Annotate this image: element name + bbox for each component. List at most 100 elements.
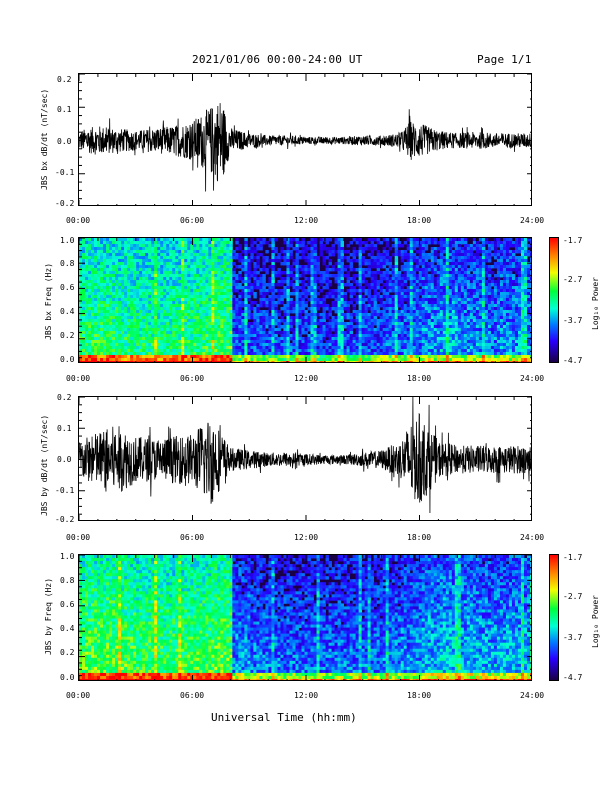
spectrogram-cell (163, 343, 167, 347)
spectrogram-cell (238, 355, 242, 359)
spectrogram-cell (127, 283, 131, 287)
spectrogram-cell (424, 286, 429, 290)
spectrogram-cell (160, 331, 164, 335)
spectrogram-cell (166, 361, 170, 362)
spectrogram-cell (238, 286, 242, 290)
spectrogram-cell (442, 298, 447, 302)
spectrogram-cell (139, 355, 143, 359)
spectrogram-cell (121, 310, 125, 314)
spectrogram-cell (319, 358, 323, 362)
spectrogram-cell (82, 292, 86, 296)
spectrogram-cell (304, 271, 308, 275)
spectrogram-cell (187, 325, 191, 329)
spectrogram-cell (457, 250, 462, 254)
spectrogram-cell (91, 298, 95, 302)
spectrogram-cell (346, 313, 350, 317)
spectrogram-cell (322, 286, 326, 290)
spectrogram-cell (202, 268, 206, 272)
spectrogram-cell (97, 322, 101, 326)
spectrogram-cell (352, 253, 357, 257)
spectrogram-cell (169, 322, 173, 326)
spectrogram-cell (244, 352, 248, 356)
spectrogram-cell (160, 343, 164, 347)
spectrogram-cell (139, 250, 143, 254)
spectrogram-cell (226, 286, 230, 290)
spectrogram-cell (394, 328, 399, 332)
spectrogram-cell (358, 328, 363, 332)
spectrogram-cell (400, 352, 405, 356)
spectrogram-cell (454, 316, 459, 320)
spectrogram-cell (238, 265, 242, 269)
spectrogram-cell (184, 250, 188, 254)
spectrogram-cell (295, 355, 299, 359)
spectrogram-cell (178, 334, 182, 338)
spectrogram-cell (121, 277, 125, 281)
spectrogram-cell (328, 328, 332, 332)
spectrogram-cell (160, 247, 164, 251)
spectrogram-cell (112, 292, 116, 296)
spectrogram-cell (181, 307, 185, 311)
spectrogram-cell (439, 271, 444, 275)
spectrogram-cell (148, 286, 152, 290)
spectrogram-cell (277, 283, 281, 287)
spectrogram-cell (391, 271, 396, 275)
spectrogram-cell (136, 325, 140, 329)
spectrogram-cell (142, 274, 146, 278)
spectrogram-cell (106, 253, 110, 257)
spectrogram-cell (310, 334, 314, 338)
spectrogram-cell (166, 259, 170, 263)
spectrogram-cell (175, 361, 179, 362)
spectrogram-cell (208, 244, 212, 248)
spectrogram-cell (283, 289, 287, 293)
spectrogram-cell (343, 325, 347, 329)
spectrogram-cell (88, 316, 92, 320)
spectrogram-cell (175, 262, 179, 266)
spectrogram-cell (151, 334, 155, 338)
spectrogram-cell (454, 238, 459, 242)
spectrogram-cell (415, 307, 420, 311)
spectrogram-cell (115, 340, 119, 344)
spectrogram-cell (445, 265, 450, 269)
spectrogram-cell (178, 256, 182, 260)
spectrogram-cell (337, 304, 341, 308)
spectrogram-cell (148, 343, 152, 347)
spectrogram-cell (244, 241, 248, 245)
spectrogram-cell (445, 340, 450, 344)
spectrogram-cell (202, 262, 206, 266)
spectrogram-cell (316, 319, 320, 323)
spectrogram-cell (406, 271, 411, 275)
spectrogram-cell (130, 349, 134, 353)
spectrogram-cell (139, 283, 143, 287)
spectrogram-cell (406, 307, 411, 311)
spectrogram-cell (385, 277, 390, 281)
spectrogram-cell (133, 340, 137, 344)
spectrogram-cell (313, 334, 317, 338)
spectrogram-cell (313, 346, 317, 350)
spectrogram-cell (454, 241, 459, 245)
spectrogram-cell (457, 352, 462, 356)
spectrogram-cell (397, 238, 402, 242)
spectrogram-cell (379, 352, 384, 356)
spectrogram-cell (112, 244, 116, 248)
spectrogram-cell (115, 274, 119, 278)
spectrogram-cell (340, 358, 344, 362)
spectrogram-cell (112, 349, 116, 353)
spectrogram-cell (226, 265, 230, 269)
spectrogram-cell (109, 241, 113, 245)
spectrogram-cell (340, 241, 344, 245)
spectrogram-cell (136, 292, 140, 296)
spectrogram-cell (316, 343, 320, 347)
spectrogram-cell (82, 310, 86, 314)
spectrogram-cell (433, 355, 438, 359)
spectrogram-cell (145, 313, 149, 317)
spectrogram-cell (97, 265, 101, 269)
spectrogram-cell (337, 247, 341, 251)
spectrogram-cell (448, 331, 453, 335)
spectrogram-cell (121, 304, 125, 308)
spectrogram-cell (310, 271, 314, 275)
spectrogram-cell (124, 319, 128, 323)
spectrogram-cell (139, 238, 143, 242)
spectrogram-cell (319, 313, 323, 317)
spectrogram-cell (151, 313, 155, 317)
spectrogram-cell (256, 352, 260, 356)
